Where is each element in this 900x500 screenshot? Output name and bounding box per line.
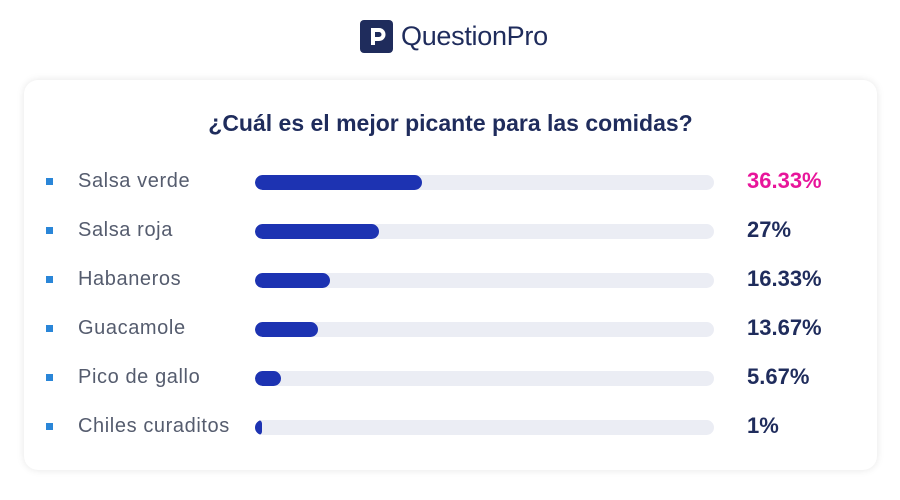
chart-title: ¿Cuál es el mejor picante para las comid…	[208, 110, 693, 136]
category-label: Salsa roja	[78, 218, 173, 241]
questionpro-mark-icon	[360, 20, 393, 53]
bar-fill	[255, 223, 379, 239]
category-label: Salsa verde	[78, 170, 191, 192]
bar-fill	[255, 175, 422, 190]
bar-track	[255, 321, 714, 337]
value-label: 36.33%	[747, 168, 822, 193]
bar-fill	[255, 419, 263, 435]
bullet-icon	[46, 178, 53, 185]
value-label: 5.67%	[747, 363, 810, 389]
value-label: 27%	[747, 216, 792, 242]
bar-row: Chiles curaditos 1%	[24, 412, 877, 442]
bullet-icon	[46, 275, 53, 283]
poll-card: ¿Cuál es el mejor picante para las comid…	[24, 80, 877, 470]
bullet-icon	[46, 373, 53, 381]
bar-track	[255, 272, 714, 288]
bullet-icon	[46, 422, 53, 430]
bullet-icon	[46, 226, 53, 234]
bar-track	[255, 419, 714, 435]
bar-fill	[255, 272, 330, 288]
category-label: Habaneros	[78, 267, 182, 290]
brand-name: QuestionPro	[401, 21, 548, 51]
bar-row: Salsa roja 27%	[24, 216, 877, 246]
category-label: Pico de gallo	[78, 365, 201, 388]
category-label: Chiles curaditos	[78, 414, 230, 437]
value-label: 16.33%	[747, 265, 822, 291]
bar-track	[255, 175, 714, 190]
questionpro-logo: QuestionPro	[360, 20, 548, 53]
value-label: 13.67%	[747, 314, 822, 340]
bar-row: Habaneros 16.33%	[24, 265, 877, 295]
bullet-icon	[46, 324, 53, 332]
bar-row: Salsa verde 36.33%	[24, 167, 877, 197]
bar-track	[255, 370, 714, 386]
bar-fill	[255, 370, 282, 386]
bar-row: Pico de gallo 5.67%	[24, 363, 877, 393]
value-label: 1%	[747, 412, 779, 438]
bar-track	[255, 223, 714, 239]
category-label: Guacamole	[78, 316, 186, 339]
bar-row: Guacamole 13.67%	[24, 314, 877, 344]
bar-fill	[255, 321, 318, 337]
